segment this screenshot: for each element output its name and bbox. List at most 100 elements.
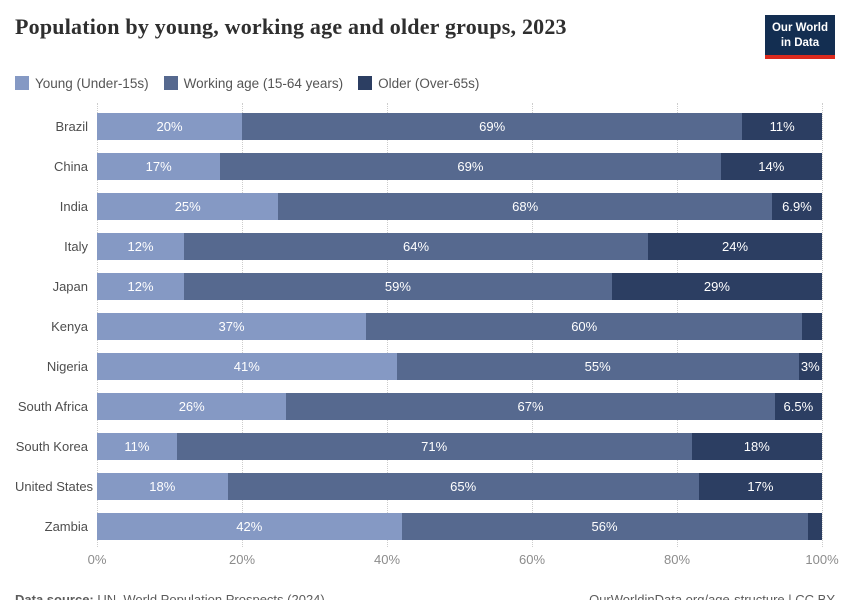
bar-row: South Africa 26% 67% 6.5% xyxy=(15,392,822,420)
country-label[interactable]: Japan xyxy=(52,278,88,294)
bar-segment-older[interactable]: 3% xyxy=(798,352,822,380)
legend-swatch-older-icon xyxy=(358,76,373,91)
chart-title: Population by young, working age and old… xyxy=(15,14,567,39)
country-label[interactable]: Kenya xyxy=(51,318,88,334)
bar-value-label: 55% xyxy=(584,358,611,374)
plot-rows: Brazil 20% 69% 11% China 17% 69% 14% India 25% 68%… xyxy=(15,112,823,540)
bar-value-label: 3% xyxy=(800,358,820,374)
legend-swatch-young-icon xyxy=(15,76,29,91)
country-label[interactable]: China xyxy=(54,158,88,174)
x-axis: 0% 20% 40% 60% 80% 100% xyxy=(88,551,839,568)
bar-track: 26% 67% 6.5% xyxy=(97,392,822,420)
bar-segment-working[interactable]: 59% xyxy=(184,272,612,300)
legend-item-working[interactable]: Working age (15-64 years) xyxy=(163,75,344,91)
bar-segment-young[interactable]: 37% xyxy=(97,312,367,340)
footer: Data source: UN, World Population Prospe… xyxy=(15,592,835,600)
owid-logo[interactable]: Our World in Data xyxy=(764,15,835,59)
bar-track: 42% 56% xyxy=(97,512,822,540)
bar-segment-working[interactable]: 64% xyxy=(184,232,648,260)
bar-segment-working[interactable]: 67% xyxy=(286,392,775,420)
bar-value-label: 12% xyxy=(127,278,154,294)
bar-value-label: 64% xyxy=(402,238,430,254)
bar-segment-working[interactable]: 68% xyxy=(278,192,772,220)
axis-tick-label: 80% xyxy=(663,551,691,567)
bar-track: 11% 71% 18% xyxy=(97,432,822,460)
bar-segment-older[interactable]: 6.9% xyxy=(771,192,823,220)
bar-value-label: 68% xyxy=(512,198,539,214)
bar-value-label: 25% xyxy=(174,198,201,214)
bar-segment-older[interactable]: 14% xyxy=(720,152,822,180)
axis-tick-label: 0% xyxy=(87,551,107,567)
bar-segment-working[interactable]: 71% xyxy=(176,432,692,460)
bar-row: India 25% 68% 6.9% xyxy=(15,192,823,220)
bar-segment-working[interactable]: 69% xyxy=(242,112,743,140)
bar-segment-young[interactable]: 41% xyxy=(97,352,397,380)
bar-value-label: 12% xyxy=(127,238,154,254)
country-label[interactable]: United States xyxy=(15,478,94,494)
bar-segment-older[interactable]: 29% xyxy=(611,272,822,300)
bar-row: Zambia 42% 56% xyxy=(15,512,822,540)
bar-segment-working[interactable]: 56% xyxy=(401,512,808,540)
bar-value-label: 24% xyxy=(721,238,749,254)
bar-track: 12% 59% 29% xyxy=(97,272,822,300)
bar-value-label: 59% xyxy=(384,278,411,294)
bar-value-label: 18% xyxy=(743,438,770,454)
bar-segment-older[interactable]: 18% xyxy=(691,432,822,460)
country-label[interactable]: Zambia xyxy=(44,518,88,534)
bar-segment-young[interactable]: 11% xyxy=(97,432,177,460)
bar-segment-working[interactable]: 65% xyxy=(227,472,699,500)
bar-segment-young[interactable]: 12% xyxy=(97,232,184,260)
legend: Young (Under-15s) Working age (15-64 yea… xyxy=(15,76,835,91)
bar-value-label: 14% xyxy=(758,158,785,174)
bar-segment-young[interactable]: 20% xyxy=(97,112,242,140)
legend-item-young[interactable]: Young (Under-15s) xyxy=(15,76,149,91)
bar-segment-young[interactable]: 17% xyxy=(97,152,221,180)
bar-row: Japan 12% 59% 29% xyxy=(15,272,822,300)
credit-link[interactable]: OurWorldinData.org/age-structure | CC BY xyxy=(589,591,835,600)
country-label[interactable]: Brazil xyxy=(55,118,88,134)
bar-segment-older[interactable]: 11% xyxy=(742,112,822,140)
bar-segment-young[interactable]: 12% xyxy=(97,272,184,300)
bar-value-label: 11% xyxy=(124,438,150,454)
legend-label-working: Working age (15-64 years) xyxy=(183,75,344,91)
legend-label-young: Young (Under-15s) xyxy=(35,75,149,91)
legend-item-older[interactable]: Older (Over-65s) xyxy=(358,76,479,91)
bar-segment-working[interactable]: 69% xyxy=(220,152,721,180)
bar-track: 18% 65% 17% xyxy=(97,472,822,500)
bar-value-label: 60% xyxy=(571,318,598,334)
country-label[interactable]: South Korea xyxy=(15,438,88,454)
bar-segment-working[interactable]: 60% xyxy=(366,312,803,340)
bar-row: China 17% 69% 14% xyxy=(15,152,822,180)
owid-logo-line-2: in Data xyxy=(780,36,820,49)
bar-segment-older[interactable]: 24% xyxy=(648,232,822,260)
bar-value-label: 67% xyxy=(517,398,544,414)
bar-value-label: 6.5% xyxy=(783,398,814,414)
bar-value-label: 17% xyxy=(145,158,172,174)
bar-segment-working[interactable]: 55% xyxy=(396,352,799,380)
bar-track: 25% 68% 6.9% xyxy=(97,192,823,220)
country-label[interactable]: Nigeria xyxy=(46,358,88,374)
country-label[interactable]: South Africa xyxy=(17,398,88,414)
bar-segment-young[interactable]: 42% xyxy=(97,512,402,540)
bar-segment-young[interactable]: 26% xyxy=(97,392,287,420)
bar-segment-young[interactable]: 25% xyxy=(97,192,279,220)
axis-tick-label: 20% xyxy=(228,551,256,567)
country-label[interactable]: Italy xyxy=(64,238,88,254)
bar-segment-older[interactable]: 17% xyxy=(698,472,822,500)
bar-segment-older[interactable] xyxy=(802,312,823,340)
bar-segment-older[interactable] xyxy=(807,512,822,540)
bar-row: Kenya 37% 60% xyxy=(15,312,823,340)
bar-track: 17% 69% 14% xyxy=(97,152,822,180)
bar-row: Italy 12% 64% 24% xyxy=(15,232,822,260)
bar-value-label: 11% xyxy=(769,118,795,134)
country-label[interactable]: India xyxy=(59,198,88,214)
bar-segment-older[interactable]: 6.5% xyxy=(774,392,822,420)
bar-track: 20% 69% 11% xyxy=(97,112,822,140)
bar-track: 12% 64% 24% xyxy=(97,232,822,260)
bar-value-label: 56% xyxy=(591,518,618,534)
header: Population by young, working age and old… xyxy=(0,0,850,59)
bar-value-label: 18% xyxy=(149,478,176,494)
bar-segment-young[interactable]: 18% xyxy=(97,472,228,500)
bar-value-label: 17% xyxy=(747,478,774,494)
